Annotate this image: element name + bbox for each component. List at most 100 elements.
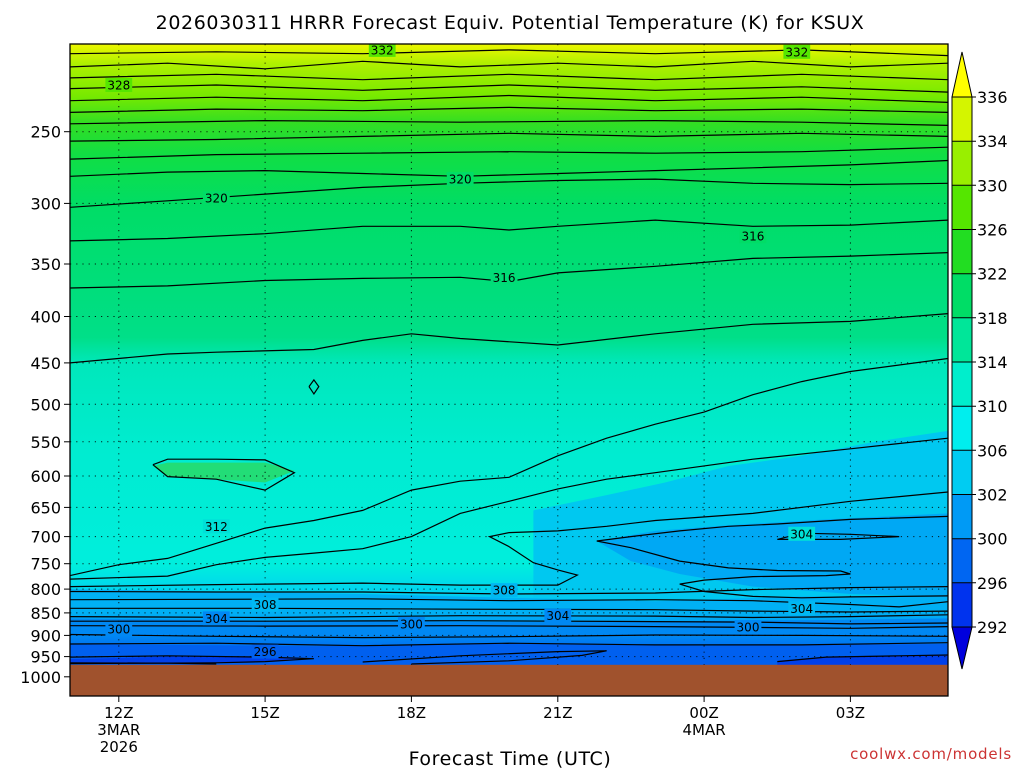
colorbar-label-302: 302 xyxy=(977,486,1008,505)
contour-label-300-15: 300 xyxy=(737,621,760,635)
contour-label-bg-5 xyxy=(739,229,767,244)
contour-label-bg-4 xyxy=(202,191,230,206)
contour-label-bg-0 xyxy=(368,44,396,57)
colorbar-bottom-arrow xyxy=(951,626,973,670)
colorbar-band-6 xyxy=(952,362,972,407)
colorbar-label-314: 314 xyxy=(977,353,1008,372)
contour-328 xyxy=(70,84,948,93)
contour-label-bg-6 xyxy=(490,270,518,285)
contour-306-pocket xyxy=(596,515,948,542)
contour-305 xyxy=(70,586,948,595)
contour-292-left xyxy=(70,662,217,665)
contour-322 xyxy=(70,132,948,142)
contour-label-300-16: 300 xyxy=(107,623,130,637)
contour-294-left xyxy=(70,655,314,665)
colorbar-band-1 xyxy=(952,141,972,186)
y-tick-label-750: 750 xyxy=(30,555,61,574)
contour-label-bg-10 xyxy=(788,526,816,541)
y-tick-label-600: 600 xyxy=(30,467,61,486)
contour-label-300-14: 300 xyxy=(400,617,423,631)
plot-area: 332 332 328 320 320 316 316 312 308 308 304 304 304 3… xyxy=(70,43,948,696)
colorbar-band-7 xyxy=(952,406,972,451)
contour-296 xyxy=(70,642,948,647)
colorbar-label-334: 334 xyxy=(977,132,1008,151)
x-tick-label-1-0: 12Z xyxy=(104,704,133,722)
contour-label-316-6: 316 xyxy=(493,271,516,285)
contour-label-320-3: 320 xyxy=(449,173,472,187)
contour-330 xyxy=(70,73,948,81)
x-axis-label: Forecast Time (UTC) xyxy=(409,748,612,768)
contour-label-332-0: 332 xyxy=(371,43,394,57)
contour-label-bg-2 xyxy=(105,78,133,92)
contour-label-308-8: 308 xyxy=(254,598,277,612)
contour-301 xyxy=(70,614,948,619)
y-tick-label-450: 450 xyxy=(30,354,61,373)
y-tick-label-500: 500 xyxy=(30,395,61,414)
x-tick-label-1-2: 2026 xyxy=(100,738,138,756)
contour-label-bg-3 xyxy=(446,172,474,187)
colorbar-label-296: 296 xyxy=(977,574,1008,593)
colorbar-label-322: 322 xyxy=(977,265,1008,284)
colorbar-band-11 xyxy=(952,582,972,628)
colorbar: 336 334 330 326 322 318 314 310 306 302 300 296 292 xyxy=(951,51,1008,670)
contour-label-bg-7 xyxy=(202,519,230,534)
contour-label-bg-1 xyxy=(783,44,811,59)
contour-310 xyxy=(70,437,948,580)
contour-label-308-9: 308 xyxy=(493,584,516,598)
contour-label-316-5: 316 xyxy=(741,230,764,244)
contour-label-bg-9 xyxy=(490,583,518,598)
contour-312 xyxy=(70,357,948,577)
y-tick-label-700: 700 xyxy=(30,528,61,547)
contour-label-bg-12 xyxy=(788,601,816,616)
contour-label-bg-17 xyxy=(251,644,279,659)
x-tick-label-1-1: 3MAR xyxy=(97,721,140,739)
colorbar-label-336: 336 xyxy=(977,88,1008,107)
region-302-right xyxy=(596,513,948,597)
contour-299 xyxy=(70,625,948,629)
colorbar-band-9 xyxy=(952,494,972,540)
colorbar-band-8 xyxy=(952,450,972,495)
contour-label-bg-15 xyxy=(734,620,762,634)
contour-294-right xyxy=(777,654,948,663)
contour-label-328-2: 328 xyxy=(107,79,130,93)
contour-294-mid xyxy=(362,650,607,665)
x-tick-label-13-1: 4MAR xyxy=(683,721,726,739)
y-tick-label-400: 400 xyxy=(30,308,61,327)
ground-below-surface xyxy=(70,664,948,696)
colorbar-label-300: 300 xyxy=(977,530,1008,549)
y-tick-label-1000: 1000 xyxy=(20,668,61,687)
credit-text: coolwx.com/models xyxy=(850,745,1012,763)
y-tick-label-650: 650 xyxy=(30,498,61,517)
contour-label-332-1: 332 xyxy=(785,45,808,59)
contour-lines xyxy=(70,49,948,665)
contour-320 xyxy=(70,159,948,177)
contour-label-bg-14 xyxy=(398,616,425,631)
contour-324b xyxy=(70,119,948,126)
colorbar-band-0 xyxy=(952,97,972,142)
contour-label-312-7: 312 xyxy=(205,520,228,534)
colorbar-band-2 xyxy=(952,185,972,230)
y-tick-label-550: 550 xyxy=(30,433,61,452)
contour-label-bg-13 xyxy=(202,611,230,626)
contour-labels: 332 332 328 320 320 316 316 312 308 308 304 304 304 3… xyxy=(105,43,816,659)
colorbar-label-306: 306 xyxy=(977,441,1008,460)
contour-308 xyxy=(70,491,948,588)
y-axis: 250 300 350 400 450 500 550 600 650 700 750 800 850 9… xyxy=(20,123,70,687)
colorbar-label-330: 330 xyxy=(977,176,1008,195)
colorbar-band-4 xyxy=(952,273,972,319)
x-tick-label-10-0: 21Z xyxy=(543,704,572,722)
contour-321 xyxy=(70,146,948,160)
contour-314 xyxy=(70,313,948,364)
colorbar-label-292: 292 xyxy=(977,618,1008,637)
x-tick-label-13-0: 00Z xyxy=(689,704,718,722)
contour-label-304-10: 304 xyxy=(790,527,813,541)
contour-label-bg-16 xyxy=(105,622,133,637)
colorbar-band-5 xyxy=(952,317,972,363)
y-tick-label-900: 900 xyxy=(30,626,61,645)
y-tick-label-850: 850 xyxy=(30,604,61,623)
y-tick-label-350: 350 xyxy=(30,255,61,274)
colorbar-label-310: 310 xyxy=(977,397,1008,416)
contour-312-blob xyxy=(152,458,296,491)
contour-326 xyxy=(70,94,948,103)
